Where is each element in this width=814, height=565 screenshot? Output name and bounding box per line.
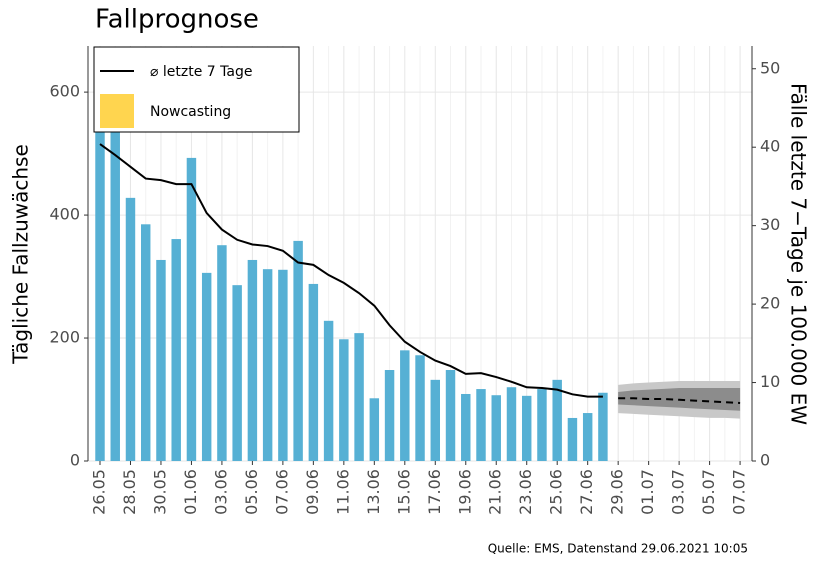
y-axis-title: Tägliche Fallzuwächse xyxy=(9,144,33,365)
bar xyxy=(506,387,517,461)
bar xyxy=(598,392,608,461)
x-tick-label: 13.06 xyxy=(364,469,383,515)
bar xyxy=(110,129,120,461)
bar xyxy=(521,395,532,461)
bar xyxy=(201,272,212,461)
bar xyxy=(369,398,380,461)
bar xyxy=(232,285,242,461)
chart-title: Fallprognose xyxy=(95,5,259,35)
x-tick-label: 09.06 xyxy=(303,469,322,515)
legend-swatch xyxy=(100,94,134,128)
y2-tick-label: 10 xyxy=(760,372,780,391)
x-tick-label: 17.06 xyxy=(425,469,444,515)
bar xyxy=(491,395,501,461)
y-tick-label: 0 xyxy=(70,451,80,470)
legend-label: ⌀ letzte 7 Tage xyxy=(150,64,252,80)
x-tick-label: 19.06 xyxy=(455,469,474,515)
bar xyxy=(217,245,227,461)
bar xyxy=(186,157,197,461)
legend-label: Nowcasting xyxy=(150,104,231,120)
bar xyxy=(247,259,258,461)
y2-tick-label: 40 xyxy=(760,137,780,156)
x-tick-label: 26.05 xyxy=(90,469,109,515)
y-tick-label: 600 xyxy=(49,82,80,101)
y-tick-label: 400 xyxy=(49,205,80,224)
x-tick-label: 07.06 xyxy=(272,469,291,515)
x-tick-label: 15.06 xyxy=(394,469,413,515)
x-tick-label: 21.06 xyxy=(486,469,505,515)
bar xyxy=(339,339,349,461)
x-tick-label: 05.07 xyxy=(699,469,718,515)
x-tick-label: 27.06 xyxy=(577,469,596,515)
x-tick-label: 25.06 xyxy=(547,469,566,515)
x-tick-label: 05.06 xyxy=(242,469,261,515)
y2-tick-label: 30 xyxy=(760,215,780,234)
x-tick-label: 29.06 xyxy=(608,469,627,515)
bar xyxy=(567,417,578,461)
y2-axis-title: Fälle letzte 7−Tage je 100.000 EW xyxy=(787,83,811,425)
y2-tick-label: 50 xyxy=(760,58,780,77)
x-tick-label: 03.07 xyxy=(669,469,688,515)
bar xyxy=(308,283,319,461)
source-note: Quelle: EMS, Datenstand 29.06.2021 10:05 xyxy=(488,542,748,556)
bar xyxy=(293,240,303,461)
bar xyxy=(140,224,151,461)
bar xyxy=(476,389,486,461)
x-tick-label: 11.06 xyxy=(333,469,352,515)
bar xyxy=(430,379,441,461)
y2-tick-label: 0 xyxy=(760,451,770,470)
forecast-line xyxy=(618,397,741,404)
bar xyxy=(156,259,166,461)
bar xyxy=(125,197,136,461)
bar xyxy=(278,269,288,461)
x-tick-label: 07.07 xyxy=(730,469,749,515)
x-tick-label: 03.06 xyxy=(211,469,230,515)
bar xyxy=(537,389,547,461)
bar xyxy=(582,413,593,461)
y2-tick-label: 20 xyxy=(760,294,780,313)
bar xyxy=(415,355,425,461)
x-tick-label: 30.05 xyxy=(150,469,169,515)
avg-line xyxy=(99,143,603,398)
bar xyxy=(384,370,395,461)
bar xyxy=(262,269,273,461)
bar xyxy=(354,333,364,461)
bar xyxy=(95,129,105,461)
bar xyxy=(461,393,471,461)
bar xyxy=(171,239,181,461)
x-tick-label: 28.05 xyxy=(120,469,139,515)
y-tick-label: 200 xyxy=(49,328,80,347)
bar xyxy=(400,350,410,461)
x-tick-label: 01.06 xyxy=(181,469,200,515)
bar xyxy=(323,320,334,461)
bar xyxy=(445,370,456,461)
x-tick-label: 01.07 xyxy=(638,469,657,515)
x-tick-label: 23.06 xyxy=(516,469,535,515)
bar xyxy=(552,379,562,461)
